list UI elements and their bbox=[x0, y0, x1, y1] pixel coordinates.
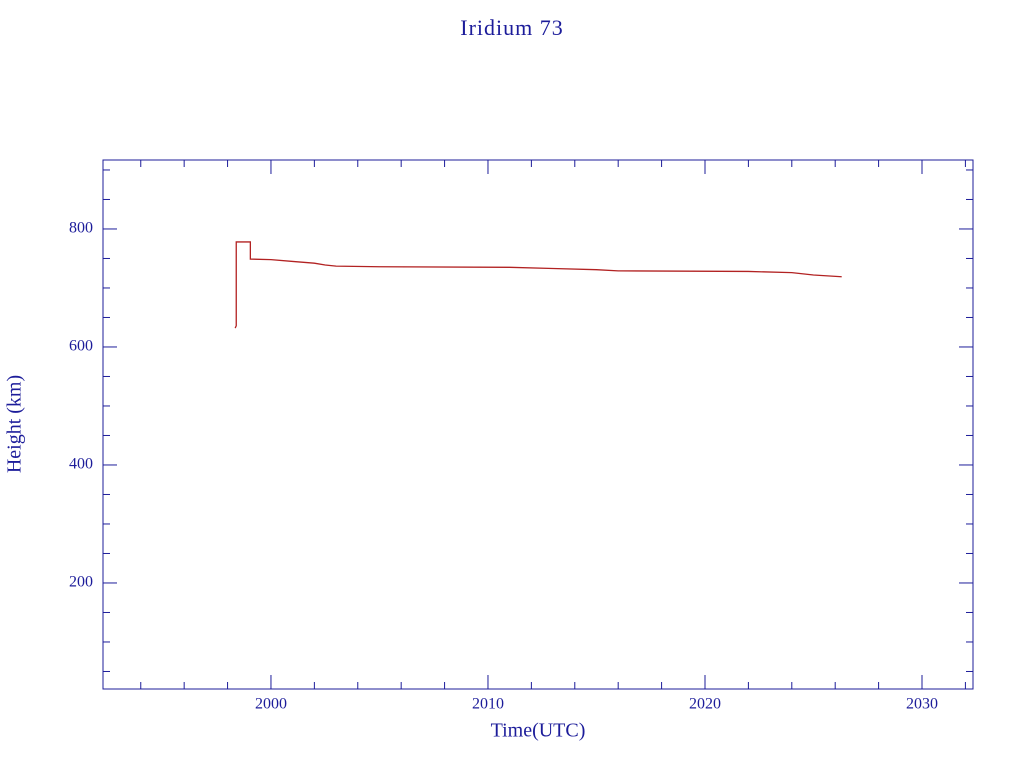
x-tick-label: 2010 bbox=[472, 696, 504, 713]
y-axis-label: Height (km) bbox=[4, 375, 26, 473]
y-tick-label: 800 bbox=[69, 220, 93, 237]
x-axis-label: Time(UTC) bbox=[491, 720, 586, 742]
y-tick-label: 200 bbox=[69, 574, 93, 591]
data-line bbox=[234, 241, 842, 329]
x-tick-label: 2020 bbox=[689, 696, 721, 713]
chart-title: Iridium 73 bbox=[460, 15, 564, 40]
y-tick-label: 600 bbox=[69, 338, 93, 355]
x-tick-label: 2000 bbox=[255, 696, 287, 713]
y-tick-label: 400 bbox=[69, 456, 93, 473]
x-tick-label: 2030 bbox=[906, 696, 938, 713]
plot-frame bbox=[102, 159, 974, 690]
